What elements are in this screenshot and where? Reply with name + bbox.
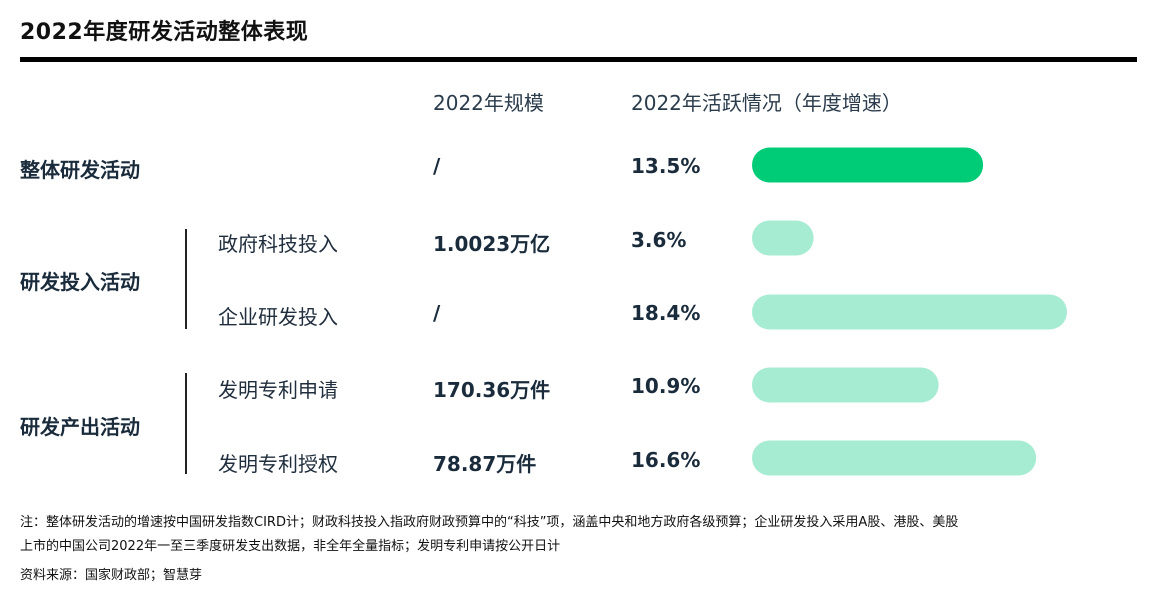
group-overall: 整体研发活动 bbox=[20, 158, 140, 182]
scale-overall: / bbox=[433, 154, 441, 178]
row-label-gov: 政府科技投入 bbox=[218, 232, 338, 256]
title-rule bbox=[20, 57, 1137, 62]
scale-patent-grant: 78.87万件 bbox=[433, 452, 537, 476]
bar-2 bbox=[752, 220, 814, 256]
scale-gov: 1.0023万亿 bbox=[433, 232, 551, 256]
pct-patent-grant: 16.6% bbox=[631, 448, 701, 472]
footnote-line-1: 注：整体研发活动的增速按中国研发指数CIRD计；财政科技投入指政府财政预算中的“… bbox=[20, 515, 959, 530]
row-label-patent-apply: 发明专利申请 bbox=[218, 378, 338, 402]
bar-4 bbox=[752, 367, 939, 403]
pct-gov: 3.6% bbox=[631, 228, 687, 252]
header-activity: 2022年活跃情况（年度增速） bbox=[631, 91, 902, 115]
bar-1 bbox=[752, 147, 984, 183]
row-label-enterprise: 企业研发投入 bbox=[218, 305, 338, 329]
group-bracket-investment bbox=[185, 229, 187, 329]
scale-enterprise: / bbox=[433, 301, 441, 325]
bar-5 bbox=[752, 440, 1037, 476]
header-scale: 2022年规模 bbox=[433, 91, 544, 115]
footnote-line-2: 上市的中国公司2022年一至三季度研发支出数据，非全年全量指标；发明专利申请按公… bbox=[20, 539, 561, 554]
bar-3 bbox=[752, 294, 1067, 330]
pct-overall: 13.5% bbox=[631, 154, 701, 178]
group-bracket-output bbox=[185, 373, 187, 474]
row-label-patent-grant: 发明专利授权 bbox=[218, 452, 338, 476]
pct-patent-apply: 10.9% bbox=[631, 374, 701, 398]
pct-enterprise: 18.4% bbox=[631, 301, 701, 325]
page-title: 2022年度研发活动整体表现 bbox=[20, 20, 309, 45]
group-investment: 研发投入活动 bbox=[20, 270, 140, 294]
source-note: 资料来源：国家财政部；智慧芽 bbox=[20, 568, 203, 583]
group-output: 研发产出活动 bbox=[20, 415, 140, 439]
scale-patent-apply: 170.36万件 bbox=[433, 378, 551, 402]
